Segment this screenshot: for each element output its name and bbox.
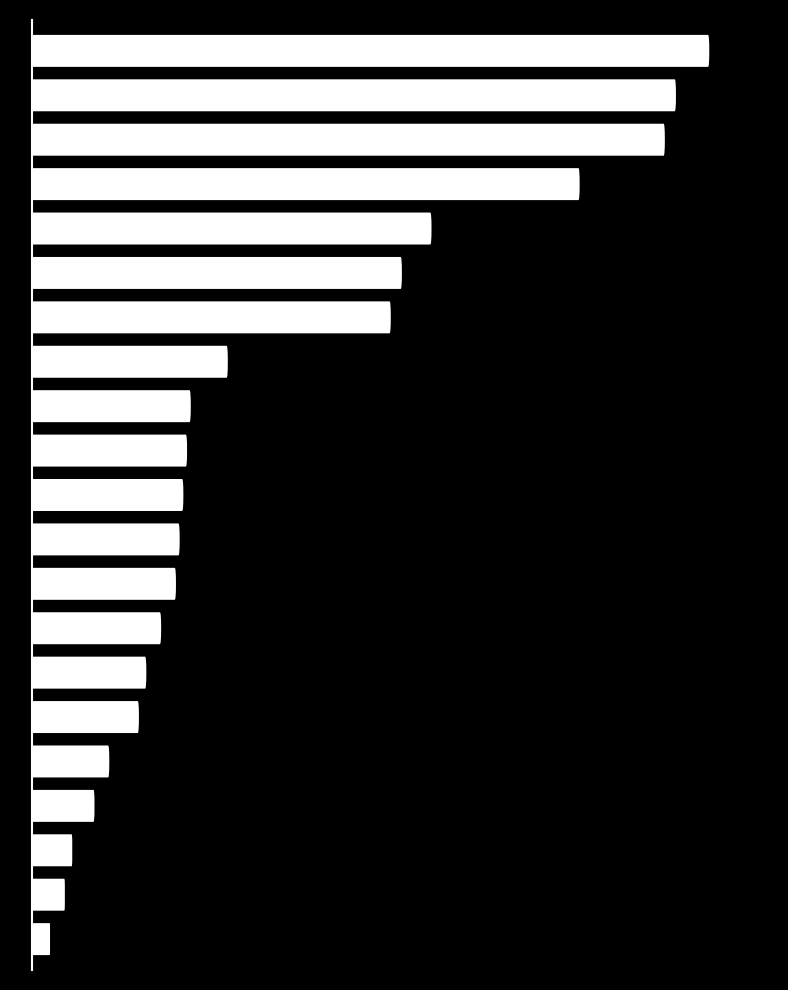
FancyBboxPatch shape [32, 879, 65, 911]
FancyBboxPatch shape [32, 124, 665, 155]
FancyBboxPatch shape [32, 35, 709, 67]
FancyBboxPatch shape [32, 435, 187, 466]
FancyBboxPatch shape [32, 612, 162, 644]
FancyBboxPatch shape [32, 923, 50, 955]
FancyBboxPatch shape [32, 790, 95, 822]
FancyBboxPatch shape [32, 656, 147, 689]
FancyBboxPatch shape [32, 301, 391, 334]
FancyBboxPatch shape [32, 479, 184, 511]
FancyBboxPatch shape [32, 213, 432, 245]
FancyBboxPatch shape [32, 568, 176, 600]
FancyBboxPatch shape [32, 524, 180, 555]
FancyBboxPatch shape [32, 701, 139, 733]
FancyBboxPatch shape [32, 745, 110, 777]
FancyBboxPatch shape [32, 835, 72, 866]
FancyBboxPatch shape [32, 79, 676, 111]
FancyBboxPatch shape [32, 390, 191, 422]
FancyBboxPatch shape [32, 257, 402, 289]
FancyBboxPatch shape [32, 346, 228, 378]
FancyBboxPatch shape [32, 168, 580, 200]
